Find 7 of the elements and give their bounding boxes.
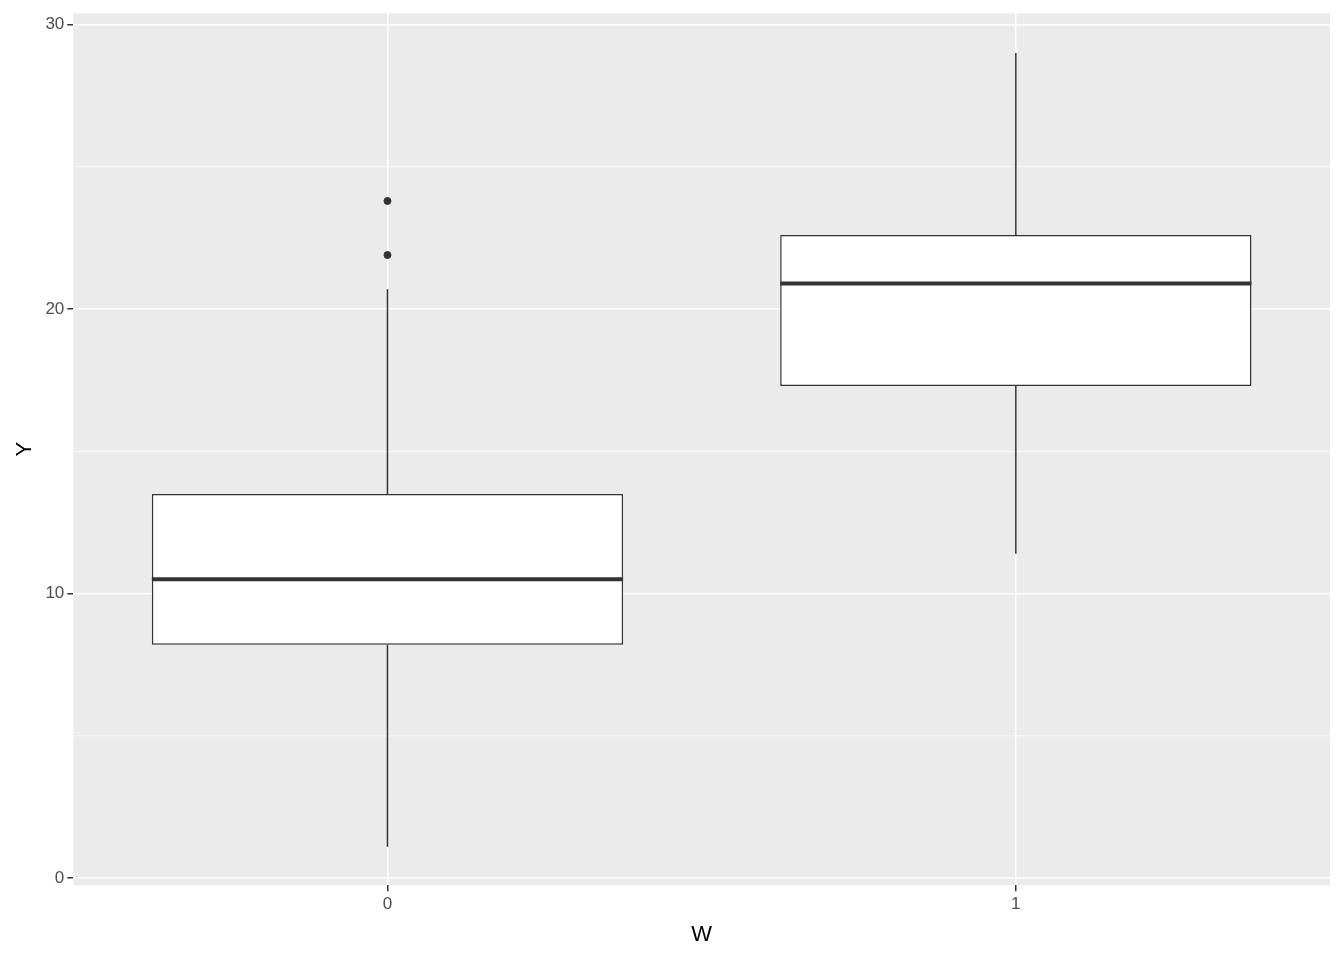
y-tick-label: 0 bbox=[54, 867, 65, 887]
y-axis-title: Y bbox=[11, 441, 37, 457]
x-axis-title: W bbox=[691, 920, 713, 946]
x-tick-label: 1 bbox=[1011, 894, 1021, 914]
y-tick-label: 20 bbox=[45, 298, 65, 318]
y-tick-label: 30 bbox=[45, 14, 65, 34]
y-tick-label: 10 bbox=[45, 583, 65, 603]
